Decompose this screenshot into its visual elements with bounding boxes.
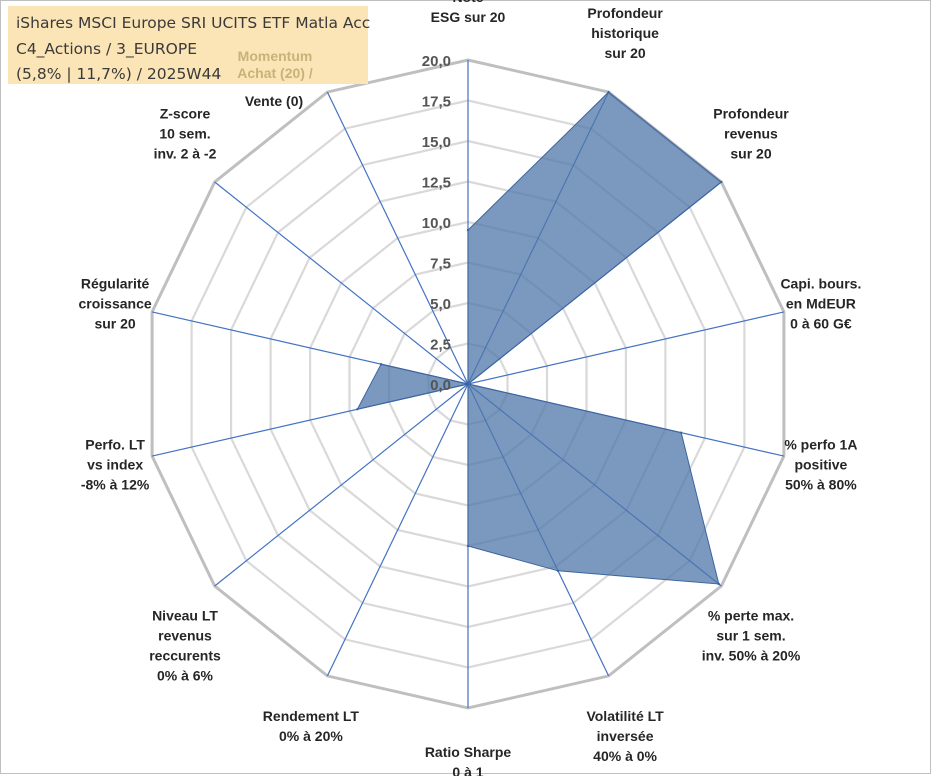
axis-label-5: % perte max. sur 1 sem. inv. 50% à 20% bbox=[702, 608, 801, 664]
axis-label-10: Perfo. LT vs index -8% à 12% bbox=[81, 437, 150, 493]
axis-label-line: sur 20 bbox=[604, 45, 645, 61]
axis-label-line: sur 20 bbox=[94, 315, 135, 331]
spoke-8 bbox=[326, 383, 469, 677]
axis-label-line: inversée bbox=[597, 728, 654, 744]
axis-label-6: Volatilité LT inversée 40% à 0% bbox=[586, 708, 664, 764]
data-point-10 bbox=[356, 408, 359, 411]
axis-label-line: sur 1 sem. bbox=[716, 628, 785, 644]
tick-label-5: 12,5 bbox=[422, 175, 451, 192]
axis-label-line: 40% à 0% bbox=[593, 748, 657, 764]
axis-label-line: vs index bbox=[87, 457, 143, 473]
radar-axis-labels: Note ESG sur 20 Profondeur historique sur 20… bbox=[79, 0, 862, 776]
axis-label-line: en MdEUR bbox=[786, 295, 856, 311]
chart-title: iShares MSCI Europe SRI UCITS ETF Matla … bbox=[16, 14, 371, 32]
axis-label-2: Profondeur revenus sur 20 bbox=[713, 105, 789, 161]
axis-label-line: inv. 2 à -2 bbox=[154, 145, 217, 161]
tick-label-3: 7,5 bbox=[430, 256, 451, 273]
tick-label-7: 17,5 bbox=[422, 94, 451, 111]
axis-label-line: historique bbox=[591, 25, 659, 41]
axis-label-line: -8% à 12% bbox=[81, 477, 150, 493]
axis-label-line: Profondeur bbox=[713, 105, 789, 121]
axis-label-line: reccurents bbox=[149, 648, 221, 664]
axis-label-line: ESG sur 20 bbox=[431, 9, 506, 25]
radar-tick-labels: 0,0 2,5 5,0 7,5 10,0 12,5 15,0 17,5 20,0 bbox=[422, 53, 451, 394]
tick-label-0: 0,0 bbox=[430, 377, 451, 394]
axis-label-7: Ratio Sharpe 0 à 1 bbox=[425, 744, 512, 776]
axis-label-4: % perfo 1A positive 50% à 80% bbox=[784, 437, 857, 493]
axis-label-0: Note ESG sur 20 bbox=[431, 0, 506, 25]
axis-label-3: Capi. bours. en MdEUR 0 à 60 G€ bbox=[780, 275, 861, 331]
axis-label-1: Profondeur historique sur 20 bbox=[587, 5, 663, 61]
axis-label-12: Z-score 10 sem. inv. 2 à -2 bbox=[154, 105, 217, 161]
momentum-label-line1: Momentum bbox=[237, 48, 313, 64]
axis-label-line: 10 sem. bbox=[159, 125, 210, 141]
data-point-7 bbox=[466, 544, 470, 548]
data-point-4 bbox=[680, 431, 683, 434]
data-point-5 bbox=[717, 582, 720, 586]
momentum-axis-label: Momentum Achat (20) / bbox=[220, 48, 330, 82]
axis-label-8: Rendement LT 0% à 20% bbox=[263, 708, 360, 744]
axis-label-line: Ratio Sharpe bbox=[425, 744, 512, 760]
axis-label-line: Volatilité LT bbox=[586, 708, 664, 724]
tick-label-6: 15,0 bbox=[422, 134, 451, 151]
axis-label-line: % perfo 1A bbox=[784, 437, 857, 453]
spoke-3 bbox=[467, 311, 785, 385]
chart-title-box: iShares MSCI Europe SRI UCITS ETF Matla … bbox=[8, 6, 371, 84]
axis-label-line: 0 à 60 G€ bbox=[790, 315, 852, 331]
chart-category: C4_Actions / 3_EUROPE bbox=[16, 40, 197, 58]
axis-label-line: Niveau LT bbox=[152, 608, 218, 624]
data-point-0 bbox=[466, 228, 470, 232]
axis-label-line: sur 20 bbox=[730, 145, 771, 161]
spoke-9 bbox=[214, 383, 469, 587]
axis-label-line: 50% à 80% bbox=[785, 477, 857, 493]
axis-label-line: % perte max. bbox=[708, 608, 794, 624]
axis-label-line: croissance bbox=[79, 295, 152, 311]
axis-label-line: Rendement LT bbox=[263, 708, 360, 724]
axis-label-line: 0 à 1 bbox=[452, 764, 483, 776]
axis-label-9: Niveau LT revenus reccurents 0% à 6% bbox=[149, 608, 221, 684]
tick-label-4: 10,0 bbox=[422, 215, 451, 232]
axis-label-line: Capi. bours. bbox=[780, 275, 861, 291]
tick-label-1: 2,5 bbox=[430, 337, 451, 354]
data-point-11 bbox=[379, 363, 383, 366]
axis-label-line: inv. 50% à 20% bbox=[702, 648, 801, 664]
data-point-6 bbox=[556, 569, 560, 572]
chart-period: (5,8% | 11,7%) / 2025W44 bbox=[16, 65, 222, 83]
axis-label-13: Vente (0) bbox=[245, 93, 303, 109]
tick-label-8: 20,0 bbox=[422, 53, 451, 70]
axis-label-line: Note bbox=[452, 0, 483, 5]
data-point-1 bbox=[607, 90, 610, 94]
axis-label-line: Profondeur bbox=[587, 5, 663, 21]
spoke-13 bbox=[326, 91, 469, 385]
axis-label-line: Z-score bbox=[160, 105, 211, 121]
tick-label-2: 5,0 bbox=[430, 296, 451, 313]
axis-label-line: revenus bbox=[158, 628, 212, 644]
axis-label-line: Perfo. LT bbox=[85, 437, 145, 453]
data-point-2 bbox=[720, 180, 723, 184]
spoke-12 bbox=[214, 181, 469, 385]
axis-label-line: revenus bbox=[724, 125, 778, 141]
axis-label-11: Régularité croissance sur 20 bbox=[79, 275, 152, 331]
data-point-13 bbox=[466, 382, 470, 386]
axis-label-line: 0% à 6% bbox=[157, 668, 214, 684]
axis-label-line: positive bbox=[794, 457, 847, 473]
axis-label-line: 0% à 20% bbox=[279, 728, 343, 744]
momentum-label-line2: Achat (20) / bbox=[237, 65, 313, 81]
radar-series bbox=[356, 90, 723, 586]
axis-label-line: Régularité bbox=[81, 275, 150, 291]
